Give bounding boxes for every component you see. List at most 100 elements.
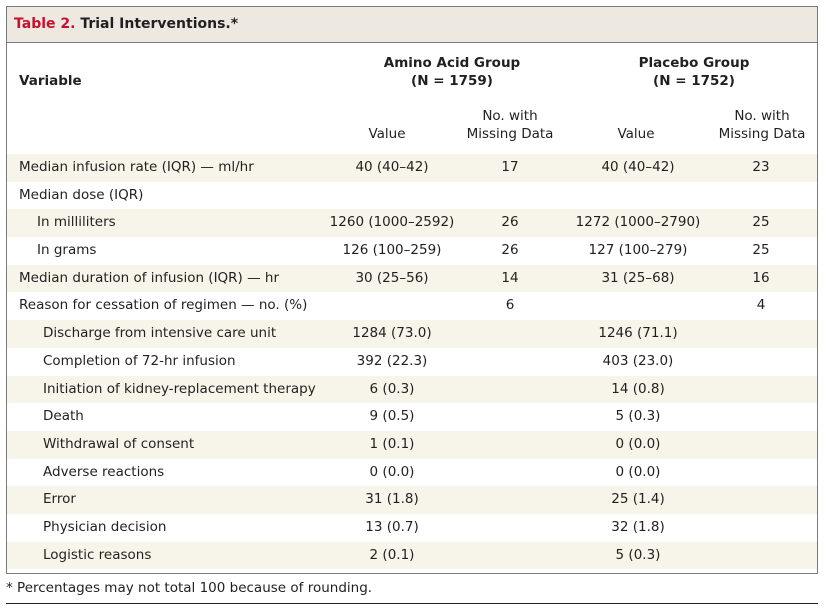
placebo-value: 1246 (71.1) [598,325,678,342]
placebo-missing [713,514,809,542]
header-placebo-value: Value [617,126,655,142]
row-label: Error [43,491,76,508]
amino-missing [465,403,555,431]
amino-missing [465,320,555,348]
placebo-value [553,182,723,210]
amino-missing: 14 [501,269,519,286]
amino-missing [465,348,555,376]
amino-missing [465,431,555,459]
amino-value [307,292,477,320]
row-label: Withdrawal of consent [43,435,195,452]
table-frame: Table 2. Trial Interventions.* Variable … [6,6,818,574]
amino-value: 1260 (1000–2592) [329,214,455,231]
bottom-rule [6,603,818,604]
table-row: Median dose (IQR) [7,182,817,210]
placebo-value: 403 (23.0) [602,352,674,369]
placebo-value: 40 (40–42) [601,159,675,175]
amino-missing: 6 [505,297,515,314]
placebo-missing [713,486,809,514]
placebo-missing [713,376,809,404]
placebo-value: 14 (0.8) [611,380,665,397]
placebo-missing: 4 [756,297,766,314]
header-placebo-missing-line2: Missing Data [718,126,806,142]
amino-missing [465,459,555,487]
amino-missing: 17 [501,159,519,175]
row-label: Median dose (IQR) [19,186,144,203]
amino-value: 0 (0.0) [369,463,415,480]
placebo-missing: 23 [752,159,770,175]
header-amino-missing-line2: Missing Data [466,126,554,142]
placebo-missing: 25 [752,214,770,231]
table-row: Death 9 (0.5) 5 (0.3) [7,403,817,431]
placebo-value: 5 (0.3) [615,408,661,425]
amino-value: 31 (1.8) [365,491,419,508]
header-placebo-missing-line1: No. with [734,108,790,124]
amino-missing [465,486,555,514]
placebo-value: 25 (1.4) [611,491,665,508]
table-row: In grams 126 (100–259) 26 127 (100–279) … [7,237,817,265]
table-footnote: * Percentages may not total 100 because … [6,580,373,596]
placebo-value: 0 (0.0) [615,435,661,452]
amino-value: 1284 (73.0) [352,325,432,342]
table-row: Logistic reasons 2 (0.1) 5 (0.3) [7,541,817,570]
placebo-missing [713,403,809,431]
placebo-value [553,292,723,320]
amino-missing [465,182,555,210]
table-row: Adverse reactions 0 (0.0) 0 (0.0) [7,459,817,487]
table-title: Trial Interventions.* [80,16,239,32]
header-amino-n: (N = 1759) [411,73,493,89]
table-title-bar: Table 2. Trial Interventions.* [7,7,817,43]
table-row: Physician decision 13 (0.7) 32 (1.8) [7,514,817,542]
table-row: Error 31 (1.8) 25 (1.4) [7,486,817,514]
header-placebo-group: Placebo Group [638,55,750,71]
row-label: Initiation of kidney-replacement therapy [43,380,316,397]
placebo-value: 32 (1.8) [611,518,665,535]
table-row: Median duration of infusion (IQR) — hr 3… [7,264,817,293]
table-row: Withdrawal of consent 1 (0.1) 0 (0.0) [7,430,817,459]
header-amino-value: Value [368,126,406,142]
amino-value: 392 (22.3) [356,352,428,369]
row-label: Median infusion rate (IQR) — ml/hr [19,159,254,175]
placebo-value: 0 (0.0) [615,463,661,480]
placebo-value: 31 (25–68) [601,269,675,286]
amino-value: 30 (25–56) [355,269,429,286]
amino-value: 2 (0.1) [369,546,415,563]
placebo-missing [713,182,809,210]
table-row: Median infusion rate (IQR) — ml/hr 40 (4… [7,154,817,182]
placebo-value: 1272 (1000–2790) [575,214,701,231]
row-label: In milliliters [37,214,116,231]
amino-value: 40 (40–42) [355,159,429,175]
header-amino-missing-line1: No. with [482,108,538,124]
amino-value: 9 (0.5) [369,408,415,425]
amino-value: 6 (0.3) [369,380,415,397]
row-label: Adverse reactions [43,463,165,480]
placebo-missing [713,542,809,570]
row-label: Reason for cessation of regimen — no. (%… [19,297,308,314]
row-label: Median duration of infusion (IQR) — hr [19,269,280,286]
table-row: In milliliters 1260 (1000–2592) 26 1272 … [7,209,817,238]
header-amino-group: Amino Acid Group [383,55,521,71]
row-label: Physician decision [43,518,167,535]
header-variable: Variable [19,73,82,89]
amino-value [307,182,477,210]
amino-missing [465,542,555,570]
row-label: Completion of 72-hr infusion [43,352,236,369]
row-label: Logistic reasons [43,546,152,563]
amino-value: 126 (100–259) [342,242,442,259]
header-placebo-n: (N = 1752) [653,73,735,89]
amino-missing [465,514,555,542]
table-row: Discharge from intensive care unit 1284 … [7,320,817,348]
placebo-missing [713,348,809,376]
placebo-missing: 16 [752,269,770,286]
placebo-missing [713,431,809,459]
amino-missing: 26 [501,214,519,231]
amino-value: 13 (0.7) [365,518,419,535]
amino-value: 1 (0.1) [369,435,415,452]
row-label: Discharge from intensive care unit [43,325,277,342]
table-row: Completion of 72-hr infusion 392 (22.3) … [7,348,817,376]
row-label: In grams [37,242,97,259]
amino-missing [465,376,555,404]
table-row: Initiation of kidney-replacement therapy… [7,375,817,404]
placebo-missing [713,459,809,487]
amino-missing: 26 [501,242,519,259]
